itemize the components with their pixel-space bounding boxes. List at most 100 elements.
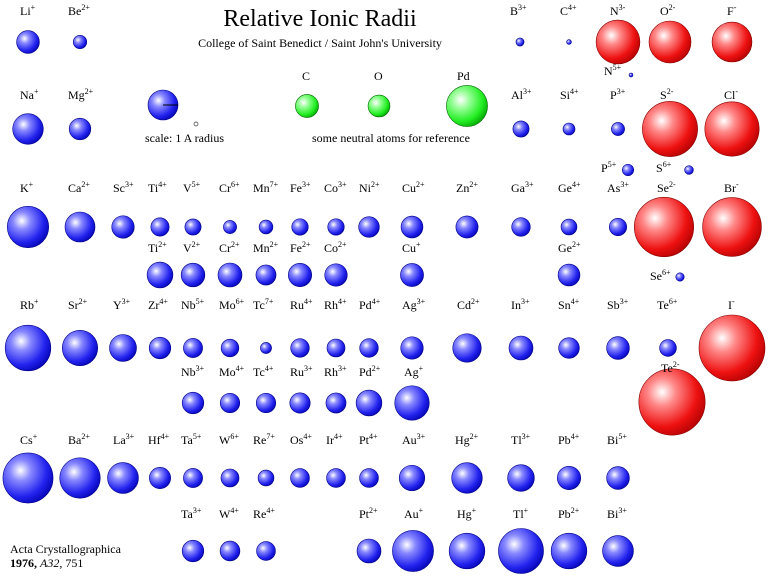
ion-au-3plus-sphere (398, 464, 426, 492)
ion-bi-3plus-sphere (602, 535, 634, 567)
ion-ni-2plus-label: Ni2+ (359, 180, 380, 195)
citation-pages: , 751 (59, 556, 84, 570)
ion-bi-3plus-label: Bi3+ (607, 506, 627, 521)
ion-zr-4plus-label: Zr4+ (148, 297, 168, 312)
ion-ga-3plus-sphere (511, 217, 531, 237)
ion-v-2plus-sphere (180, 262, 206, 288)
ion-w-4plus-sphere (219, 540, 241, 562)
ion-bi-5plus-label: Bi5+ (607, 432, 627, 447)
ion-pd-2plus-label: Pd2+ (359, 364, 381, 379)
ion-pt-2plus-sphere (356, 538, 382, 564)
ion-cr-6plus-label: Cr6+ (219, 180, 240, 195)
ion-w-6plus-sphere (220, 468, 240, 488)
ion-ge-4plus-label: Ge4+ (558, 180, 581, 195)
ion-s-6plus-sphere (684, 165, 694, 175)
ion-te-2minus-sphere (638, 368, 706, 436)
ion-ti-4plus-sphere (150, 217, 170, 237)
ion-cd-2plus-sphere (452, 333, 482, 363)
ion-pt-2plus-label: Pt2+ (359, 506, 378, 521)
ion-p-5plus-sphere (621, 164, 634, 177)
ion-co-2plus-label: Co2+ (324, 240, 347, 255)
ion-zn-2plus-sphere (455, 215, 479, 239)
ion-rb-plus-sphere (4, 324, 52, 372)
ion-marks: Li+ Be2+ B3+ C4+ N3- O2- F- N5+ Na+ Mg2+ C O Pd Al3+ S… (2, 3, 766, 574)
ion-ag-plus-sphere (394, 385, 430, 421)
ion-na-plus-label: Na+ (20, 87, 39, 102)
ion-al-3plus-sphere (512, 120, 530, 138)
ion-se-6plus-label: Se6+ (650, 268, 671, 283)
ion-mg-2plus-sphere (68, 117, 92, 141)
ion-ca-2plus-sphere (64, 211, 96, 243)
ion-w-4plus-label: W4+ (219, 506, 239, 521)
ion-cu-2plus-label: Cu2+ (402, 180, 425, 195)
scale-label: scale: 1 A radius (145, 131, 224, 145)
ion-pd-4plus-label: Pd4+ (359, 297, 381, 312)
ion-cs-plus-label: Cs+ (20, 432, 38, 447)
ion-ba-2plus-label: Ba2+ (68, 432, 90, 447)
ion-hg-2plus-sphere (451, 462, 483, 494)
ion-ti-4plus-label: Ti4+ (148, 180, 167, 195)
ion-la-3plus-sphere (107, 462, 139, 494)
ion-pt-4plus-sphere (359, 468, 379, 488)
ion-be-2plus-label: Be2+ (68, 3, 90, 18)
ion-mg-2plus-label: Mg2+ (68, 87, 94, 102)
ion-co-3plus-sphere (327, 218, 345, 236)
ion-ir-4plus-sphere (326, 468, 346, 488)
ion-pd-atom-sphere (446, 85, 488, 127)
ion-sb-3plus-label: Sb3+ (607, 297, 629, 312)
ion-n-3minus-label: N3- (610, 3, 626, 18)
ion-ru-3plus-label: Ru3+ (290, 364, 313, 379)
ion-tl-3plus-label: Tl3+ (511, 432, 531, 447)
ion-o-2minus-sphere (648, 20, 692, 64)
ion-si-4plus-sphere (562, 122, 576, 136)
ion-c-4plus-sphere (566, 39, 572, 45)
ion-ta-5plus-label: Ta5+ (181, 432, 202, 447)
ion-tl-3plus-sphere (507, 464, 535, 492)
ion-f-minus-sphere (711, 21, 753, 63)
ion-in-3plus-sphere (508, 335, 534, 361)
ion-s-2minus-sphere (642, 101, 698, 157)
ion-s-2minus-label: S2- (660, 87, 674, 102)
ion-c-atom-label: C (302, 69, 310, 83)
ion-ga-3plus-label: Ga3+ (511, 180, 534, 195)
ion-bi-5plus-sphere (606, 466, 630, 490)
ion-tl-plus-sphere (498, 528, 544, 574)
ion-ge-2plus-sphere (557, 263, 581, 287)
ion-nb-5plus-sphere (183, 338, 203, 358)
ion-na-plus-sphere (12, 113, 44, 145)
ion-sn-4plus-label: Sn4+ (558, 297, 580, 312)
ion-br-minus-label: Br- (724, 180, 739, 195)
scale-legend: scale: 1 A radius (145, 89, 224, 145)
ion-mo-6plus-label: Mo6+ (219, 297, 245, 312)
ion-ag-3plus-label: Ag3+ (402, 297, 426, 312)
page-title: Relative Ionic Radii (223, 6, 417, 32)
ion-ru-3plus-sphere (289, 392, 311, 414)
ion-cr-2plus-sphere (217, 262, 243, 288)
ion-la-3plus-label: La3+ (113, 432, 135, 447)
ion-as-3plus-label: As3+ (607, 180, 629, 195)
ion-se-2minus-label: Se2- (657, 180, 676, 195)
ion-re-7plus-sphere (257, 469, 275, 487)
ion-sr-2plus-label: Sr2+ (68, 297, 88, 312)
ion-cl-minus-label: Cl- (724, 87, 738, 102)
ion-te-6plus-label: Te6+ (657, 297, 678, 312)
ion-cl-minus-sphere (704, 101, 760, 157)
ion-ba-2plus-sphere (59, 457, 101, 499)
ion-zr-4plus-sphere (148, 336, 172, 360)
ion-cd-2plus-label: Cd2+ (457, 297, 480, 312)
ion-au-3plus-label: Au3+ (402, 432, 426, 447)
ion-tl-plus-label: Tl+ (513, 506, 529, 521)
ion-ni-2plus-sphere (358, 216, 380, 238)
ion-mo-6plus-sphere (220, 338, 240, 358)
ion-li-plus-sphere (16, 30, 40, 54)
ion-ag-3plus-sphere (400, 336, 424, 360)
ion-rh-4plus-label: Rh4+ (324, 297, 347, 312)
ion-rh-3plus-label: Rh3+ (324, 364, 347, 379)
ion-sb-3plus-sphere (606, 336, 630, 360)
ion-fe-2plus-label: Fe2+ (290, 240, 311, 255)
ion-al-3plus-label: Al3+ (511, 87, 532, 102)
page-subtitle: College of Saint Benedict / Saint John's… (198, 36, 442, 50)
ion-ir-4plus-label: Ir4+ (326, 432, 343, 447)
ion-k-plus-sphere (6, 206, 50, 249)
